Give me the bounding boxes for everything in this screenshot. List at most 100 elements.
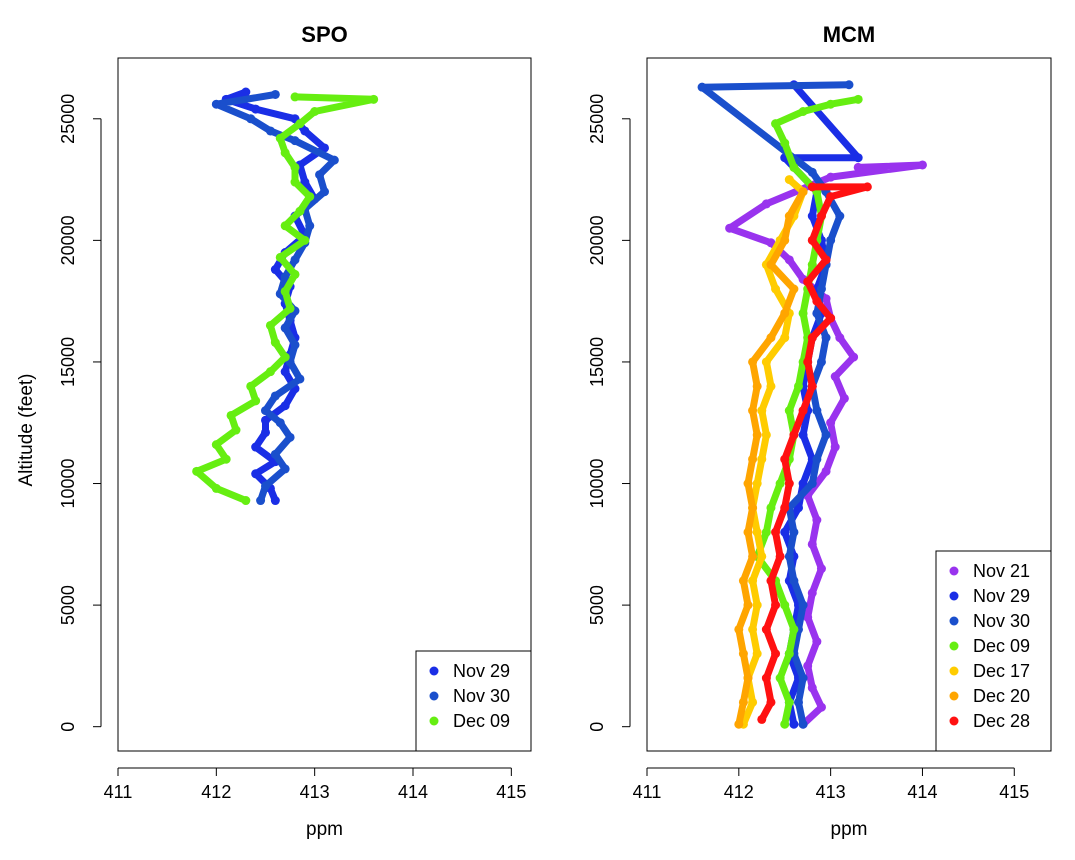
mcm-series-nov-30 [697, 80, 854, 729]
mcm-data-point [812, 296, 822, 306]
mcm-data-point [849, 352, 859, 362]
mcm-data-point [798, 308, 808, 318]
mcm-data-point [789, 719, 799, 729]
spo-data-point [305, 192, 315, 202]
mcm-data-point [807, 182, 817, 192]
mcm-data-point [830, 442, 840, 452]
mcm-data-point [752, 479, 762, 489]
mcm-data-point [807, 683, 817, 693]
mcm-data-point [798, 406, 808, 416]
spo-data-point [280, 148, 290, 158]
spo-legend-label: Dec 09 [453, 711, 510, 731]
panel-mcm: MCM 411 412 413 414 415 ppm 0 5000 10000 15000 2000… [587, 22, 1052, 840]
mcm-data-point [789, 430, 799, 440]
mcm-data-point [853, 162, 863, 172]
mcm-data-point [812, 454, 822, 464]
spo-data-point [261, 481, 270, 491]
mcm-data-point [738, 649, 748, 659]
mcm-y-tick-label: 0 [587, 722, 607, 732]
mcm-legend-marker [949, 566, 959, 576]
spo-data-point [270, 391, 280, 401]
mcm-x-tick-label: 413 [816, 782, 846, 802]
spo-data-point [280, 286, 290, 296]
mcm-data-point [816, 357, 826, 367]
spo-data-point [231, 425, 241, 435]
mcm-data-point [835, 333, 845, 343]
mcm-data-point [780, 600, 790, 610]
mcm-data-point [757, 714, 767, 724]
mcm-data-point [771, 649, 781, 659]
mcm-legend-label: Nov 30 [973, 611, 1030, 631]
mcm-data-point [780, 527, 790, 537]
mcm-data-point [789, 162, 799, 172]
mcm-data-point [775, 479, 785, 489]
spo-data-point [285, 303, 295, 313]
mcm-data-point [743, 479, 753, 489]
mcm-y-tick-label: 15000 [587, 337, 607, 387]
spo-y-tick-label: 15000 [58, 337, 78, 387]
mcm-data-point [821, 466, 831, 476]
mcm-data-point [766, 576, 776, 586]
mcm-data-point [761, 357, 771, 367]
spo-y-tick-label: 10000 [58, 458, 78, 508]
mcm-data-point [780, 503, 790, 513]
mcm-data-point [784, 406, 794, 416]
mcm-data-point [780, 454, 790, 464]
mcm-data-point [748, 503, 758, 513]
spo-data-point [280, 401, 290, 411]
mcm-data-point [807, 381, 817, 391]
spo-data-point [369, 94, 379, 104]
spo-data-point [329, 155, 339, 165]
panel-spo: SPO 411 412 413 414 415 ppm 0 5000 10000 15000 2000… [58, 22, 532, 840]
spo-data-point [256, 496, 266, 506]
mcm-data-point [752, 381, 762, 391]
mcm-legend-label: Dec 17 [973, 661, 1030, 681]
mcm-data-point [697, 82, 707, 92]
mcm-data-point [830, 372, 840, 382]
mcm-data-point [807, 539, 817, 549]
mcm-plot-frame [646, 57, 1052, 752]
mcm-data-point [835, 211, 845, 221]
mcm-data-point [766, 503, 776, 513]
spo-data-point [280, 352, 290, 362]
mcm-data-point [862, 182, 872, 192]
spo-data-point [211, 99, 221, 109]
spo-data-point [270, 337, 280, 347]
spo-series-nov-30 [211, 89, 339, 506]
spo-data-point [290, 255, 300, 265]
mcm-data-point [761, 430, 771, 440]
spo-data-point [192, 466, 202, 476]
spo-data-point [275, 418, 285, 428]
spo-data-point [270, 89, 280, 99]
spo-data-point [300, 177, 310, 187]
mcm-legend-label: Dec 28 [973, 711, 1030, 731]
mcm-data-point [743, 527, 753, 537]
mcm-data-point [784, 255, 794, 265]
spo-data-point [295, 374, 305, 384]
mcm-data-point [738, 697, 748, 707]
mcm-legend-marker [949, 716, 959, 726]
spo-y-tick-label: 5000 [58, 585, 78, 625]
mcm-data-point [757, 406, 767, 416]
mcm-legend-marker [949, 666, 959, 676]
mcm-data-point [748, 357, 758, 367]
mcm-data-point [784, 551, 794, 561]
mcm-data-point [771, 527, 781, 537]
spo-x-tick-label: 415 [496, 782, 526, 802]
spo-data-point [226, 410, 236, 420]
mcm-x-tick-label: 415 [999, 782, 1029, 802]
mcm-plot-area [697, 80, 927, 729]
spo-data-point [320, 143, 329, 153]
mcm-data-point [734, 624, 744, 634]
mcm-data-point [748, 697, 758, 707]
spo-data-point [280, 323, 290, 333]
spo-data-point [300, 235, 310, 245]
mcm-data-point [789, 624, 799, 634]
mcm-data-point [826, 235, 836, 245]
mcm-title: MCM [823, 22, 876, 47]
y-axis-label: Altitude (feet) [16, 374, 37, 487]
mcm-data-point [826, 172, 836, 182]
mcm-data-point [761, 527, 771, 537]
